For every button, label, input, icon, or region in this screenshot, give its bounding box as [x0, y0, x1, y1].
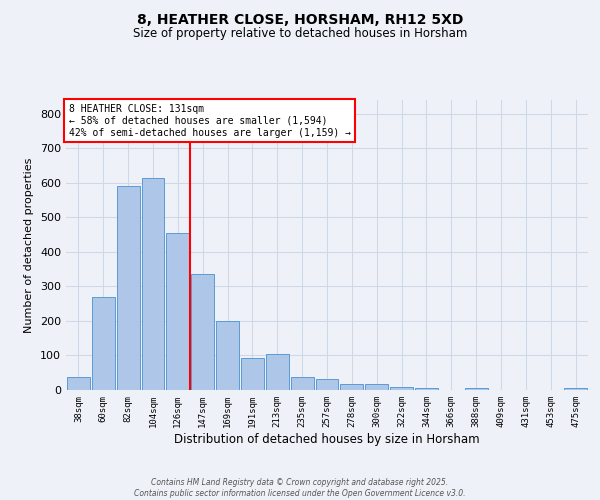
Text: 8, HEATHER CLOSE, HORSHAM, RH12 5XD: 8, HEATHER CLOSE, HORSHAM, RH12 5XD: [137, 12, 463, 26]
Text: Size of property relative to detached houses in Horsham: Size of property relative to detached ho…: [133, 28, 467, 40]
Bar: [465, 388, 488, 390]
Bar: [365, 384, 388, 390]
Bar: [340, 384, 363, 390]
Y-axis label: Number of detached properties: Number of detached properties: [25, 158, 34, 332]
Text: Contains HM Land Registry data © Crown copyright and database right 2025.
Contai: Contains HM Land Registry data © Crown c…: [134, 478, 466, 498]
Bar: [92, 297, 115, 390]
Bar: [142, 178, 164, 390]
Text: 8 HEATHER CLOSE: 131sqm
← 58% of detached houses are smaller (1,594)
42% of semi: 8 HEATHER CLOSE: 131sqm ← 58% of detache…: [68, 104, 350, 138]
Bar: [291, 377, 314, 390]
Bar: [241, 358, 264, 390]
Bar: [117, 186, 140, 390]
Bar: [166, 233, 189, 390]
Bar: [390, 386, 413, 390]
Bar: [415, 388, 438, 390]
Bar: [266, 354, 289, 390]
Bar: [67, 377, 90, 390]
Bar: [316, 379, 338, 390]
Bar: [191, 274, 214, 390]
Bar: [564, 388, 587, 390]
X-axis label: Distribution of detached houses by size in Horsham: Distribution of detached houses by size …: [174, 432, 480, 446]
Bar: [216, 321, 239, 390]
